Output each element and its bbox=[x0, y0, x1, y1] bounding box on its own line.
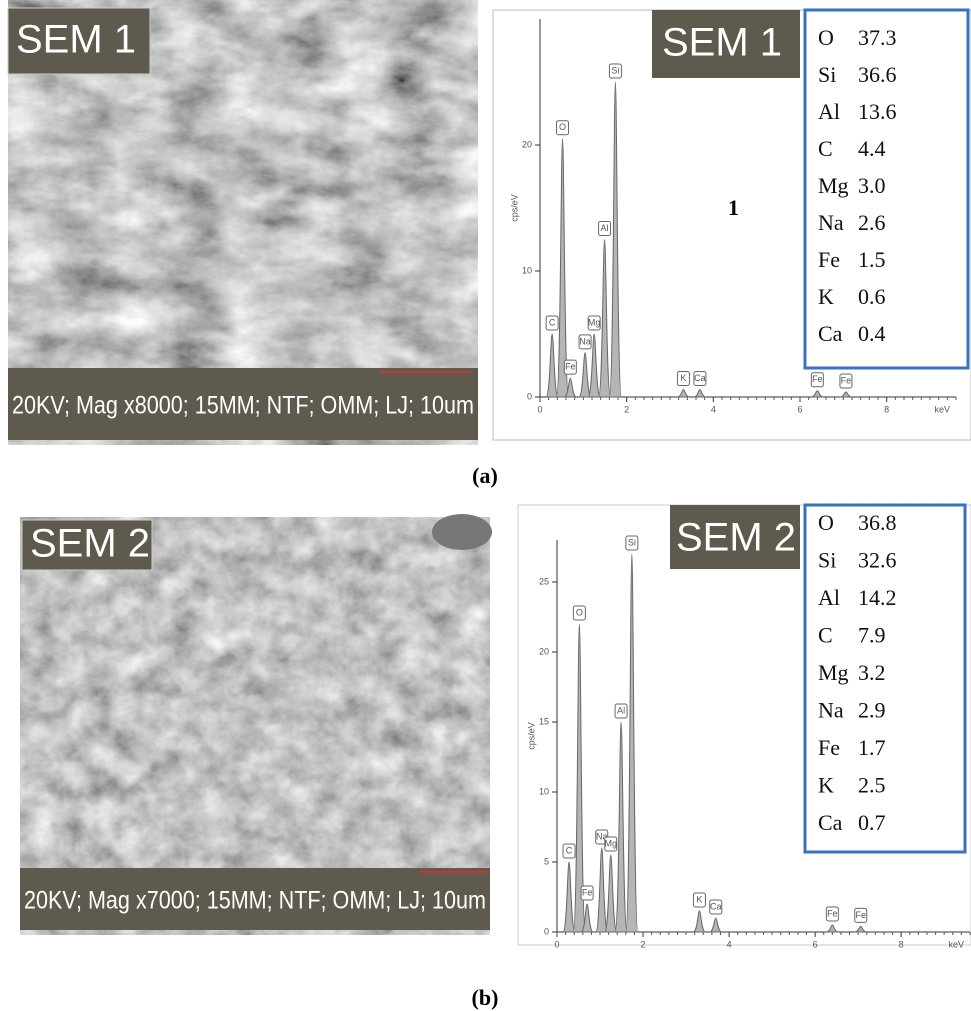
peak-label: O bbox=[576, 607, 583, 617]
panel-label: (a) bbox=[472, 463, 498, 488]
peak-label: Na bbox=[579, 336, 591, 346]
y-tick-label: 20 bbox=[522, 139, 532, 149]
y-tick-label: 10 bbox=[539, 786, 549, 796]
y-tick-label: 0 bbox=[527, 391, 532, 401]
x-tick-label: 4 bbox=[711, 404, 716, 414]
element-symbol: K bbox=[818, 284, 834, 309]
element-percent: 0.7 bbox=[858, 810, 886, 835]
element-percent: 2.9 bbox=[858, 698, 886, 723]
panel-label: (b) bbox=[472, 985, 499, 1010]
element-symbol: O bbox=[818, 25, 834, 50]
eds-tag: SEM 2 bbox=[676, 516, 796, 560]
y-axis-label: cps/eV bbox=[509, 194, 519, 222]
element-symbol: Ca bbox=[818, 810, 843, 835]
x-tick-label: 4 bbox=[727, 939, 732, 949]
x-tick-label: 6 bbox=[813, 939, 818, 949]
element-symbol: C bbox=[818, 623, 833, 648]
peak-label: O bbox=[559, 122, 566, 132]
element-percent: 1.7 bbox=[858, 735, 886, 760]
element-symbol: K bbox=[818, 773, 834, 798]
peak-label: Mg bbox=[605, 838, 618, 848]
element-percent: 37.3 bbox=[858, 25, 897, 50]
y-tick-label: 0 bbox=[544, 926, 549, 936]
eds-tag: SEM 1 bbox=[662, 21, 782, 65]
element-symbol: Fe bbox=[818, 735, 840, 760]
x-tick-label: 6 bbox=[797, 404, 802, 414]
element-percent: 2.6 bbox=[858, 210, 886, 235]
x-tick-label: 8 bbox=[899, 939, 904, 949]
element-percent: 3.0 bbox=[858, 173, 886, 198]
element-percent: 4.4 bbox=[858, 136, 886, 161]
element-symbol: Na bbox=[818, 210, 844, 235]
element-symbol: Mg bbox=[818, 173, 849, 198]
peak-label: K bbox=[680, 373, 686, 383]
element-symbol: Si bbox=[818, 62, 836, 87]
element-percent: 1.5 bbox=[858, 247, 886, 272]
element-percent: 2.5 bbox=[858, 773, 886, 798]
peak-label: Al bbox=[617, 705, 625, 715]
element-symbol: O bbox=[818, 510, 834, 535]
x-tick-label: 8 bbox=[884, 404, 889, 414]
element-percent: 0.6 bbox=[858, 284, 886, 309]
sem-caption: 20KV; Mag x7000; 15MM; NTF; OMM; LJ; 10u… bbox=[24, 887, 486, 915]
element-percent: 36.6 bbox=[858, 62, 897, 87]
element-percent: 7.9 bbox=[858, 623, 886, 648]
x-axis-label: keV bbox=[934, 404, 950, 414]
peak-label: Fe bbox=[565, 361, 576, 371]
x-axis-label: keV bbox=[948, 939, 964, 949]
element-symbol: Mg bbox=[818, 660, 849, 685]
artifact bbox=[432, 514, 492, 550]
element-symbol: Al bbox=[818, 585, 840, 610]
x-tick-label: 2 bbox=[641, 939, 646, 949]
element-symbol: Si bbox=[818, 548, 836, 573]
element-percent: 13.6 bbox=[858, 99, 897, 124]
element-percent: 3.2 bbox=[858, 660, 886, 685]
peak-label: K bbox=[696, 894, 702, 904]
peak-label: Fe bbox=[841, 375, 852, 385]
peak-label: Si bbox=[611, 65, 619, 75]
figure: 20KV; Mag x8000; 15MM; NTF; OMM; LJ; 10u… bbox=[0, 0, 971, 1011]
peak-label: Fe bbox=[827, 908, 838, 918]
y-tick-label: 25 bbox=[539, 576, 549, 586]
element-percent: 32.6 bbox=[858, 548, 897, 573]
y-axis-label: cps/eV bbox=[526, 722, 536, 750]
peak-label: Si bbox=[628, 537, 636, 547]
peak-label: Fe bbox=[855, 910, 866, 920]
peak-label: Al bbox=[601, 223, 609, 233]
element-symbol: Ca bbox=[818, 321, 843, 346]
sem-caption: 20KV; Mag x8000; 15MM; NTF; OMM; LJ; 10u… bbox=[12, 392, 474, 420]
x-tick-label: 0 bbox=[554, 939, 559, 949]
element-symbol: Fe bbox=[818, 247, 840, 272]
y-tick-label: 20 bbox=[539, 646, 549, 656]
element-percent: 36.8 bbox=[858, 510, 897, 535]
sem-tag: SEM 2 bbox=[30, 522, 150, 566]
peak-label: Mg bbox=[588, 317, 601, 327]
x-tick-label: 2 bbox=[624, 404, 629, 414]
peak-label: C bbox=[549, 317, 556, 327]
element-symbol: C bbox=[818, 136, 833, 161]
peak-label: C bbox=[566, 845, 573, 855]
peak-label: Fe bbox=[582, 887, 593, 897]
element-percent: 14.2 bbox=[858, 585, 897, 610]
sem-tag: SEM 1 bbox=[16, 18, 136, 62]
peak-label: Ca bbox=[694, 373, 706, 383]
spot-annotation: 1 bbox=[728, 195, 739, 220]
element-symbol: Al bbox=[818, 99, 840, 124]
x-tick-label: 0 bbox=[537, 404, 542, 414]
y-tick-label: 15 bbox=[539, 716, 549, 726]
peak-label: Fe bbox=[812, 374, 823, 384]
element-symbol: Na bbox=[818, 698, 844, 723]
peak-label: Ca bbox=[710, 901, 722, 911]
y-tick-label: 5 bbox=[544, 856, 549, 866]
element-percent: 0.4 bbox=[858, 321, 886, 346]
y-tick-label: 10 bbox=[522, 265, 532, 275]
